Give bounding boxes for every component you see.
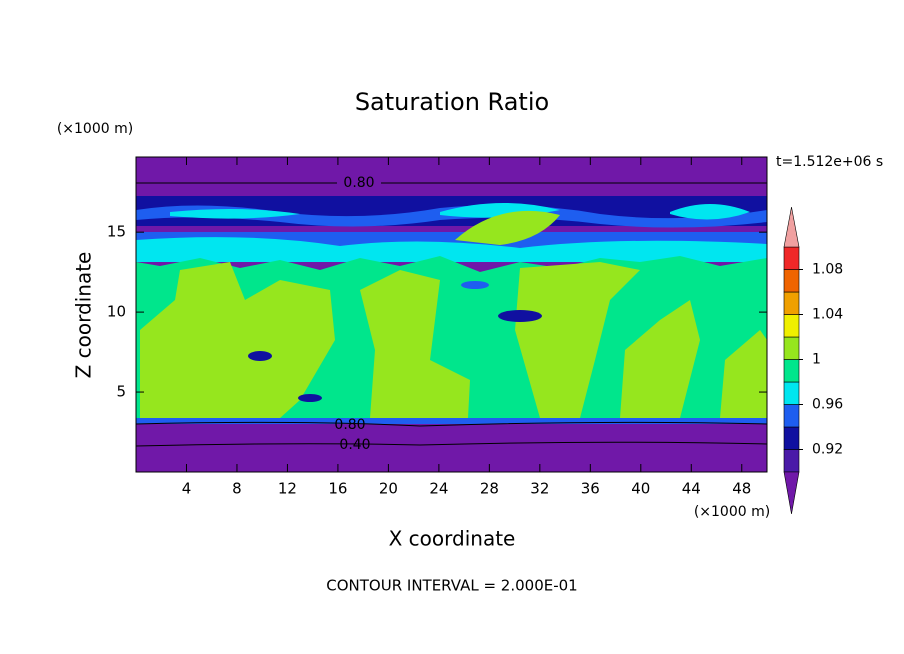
colorbar-under	[783, 471, 800, 515]
x-tick-label: 40	[631, 480, 650, 498]
field-band	[136, 237, 767, 262]
contour-field	[136, 157, 767, 472]
colorbar-over	[783, 206, 800, 248]
colorbar-tick-label: 0.92	[812, 442, 843, 458]
contour-label: 0.40	[339, 437, 370, 453]
field-blob	[248, 351, 272, 361]
chart-title: Saturation Ratio	[355, 88, 549, 116]
x-tick-label: 36	[581, 480, 600, 498]
y-tick-label: 10	[107, 303, 126, 321]
colorbar-segment	[783, 269, 800, 293]
field-band	[136, 205, 767, 228]
colorbar-tick-label: 0.96	[812, 397, 843, 413]
colorbar-segment	[783, 336, 800, 360]
x-tick-label: 16	[328, 480, 347, 498]
x-tick-label: 32	[530, 480, 549, 498]
colorbar-tick-label: 1	[812, 352, 821, 368]
colorbar-segment	[783, 291, 800, 315]
colorbar-segment	[783, 359, 800, 383]
contour-line	[135, 441, 768, 447]
field-band	[136, 418, 767, 424]
x-tick-label: 8	[232, 480, 242, 498]
contour-line	[135, 421, 768, 427]
field-blob	[461, 281, 489, 289]
field-band	[170, 202, 750, 220]
colorbar-segment	[783, 381, 800, 405]
colorbar-segment	[783, 404, 800, 428]
field-region	[140, 262, 335, 418]
contour-label: 0.80	[343, 175, 374, 191]
y-tick-label: 15	[107, 223, 126, 241]
colorbar-segment	[783, 426, 800, 450]
colorbar-tick-label: 1.04	[812, 307, 843, 323]
x-tick-label: 4	[182, 480, 192, 498]
field-blob	[298, 394, 322, 402]
contour-label: 0.80	[334, 417, 365, 433]
x-tick-label: 24	[429, 480, 448, 498]
field-region	[620, 300, 767, 418]
x-axis-label: X coordinate	[389, 527, 516, 551]
x-tick-label: 48	[732, 480, 751, 498]
field-blob	[498, 310, 542, 322]
y-tick-label: 5	[116, 383, 126, 401]
y-axis-label: Z coordinate	[72, 252, 96, 379]
footer-note: CONTOUR INTERVAL = 2.000E-01	[326, 577, 577, 595]
contour-label-bg	[337, 174, 381, 192]
time-label: t=1.512e+06 s	[776, 154, 883, 170]
colorbar-segment	[783, 449, 800, 473]
colorbar-tick-label: 1.08	[812, 262, 843, 278]
x-tick-label: 20	[379, 480, 398, 498]
x-tick-label: 28	[480, 480, 499, 498]
plot-frame	[135, 156, 768, 473]
x-tick-label: 12	[278, 480, 297, 498]
x-unit: (×1000 m)	[694, 504, 770, 520]
colorbar-segment	[783, 314, 800, 338]
colorbar-segment	[783, 246, 800, 270]
field-region	[360, 270, 470, 418]
y-unit: (×1000 m)	[57, 121, 133, 137]
x-tick-label: 44	[682, 480, 701, 498]
field-region	[515, 262, 640, 418]
field-region	[455, 210, 560, 245]
